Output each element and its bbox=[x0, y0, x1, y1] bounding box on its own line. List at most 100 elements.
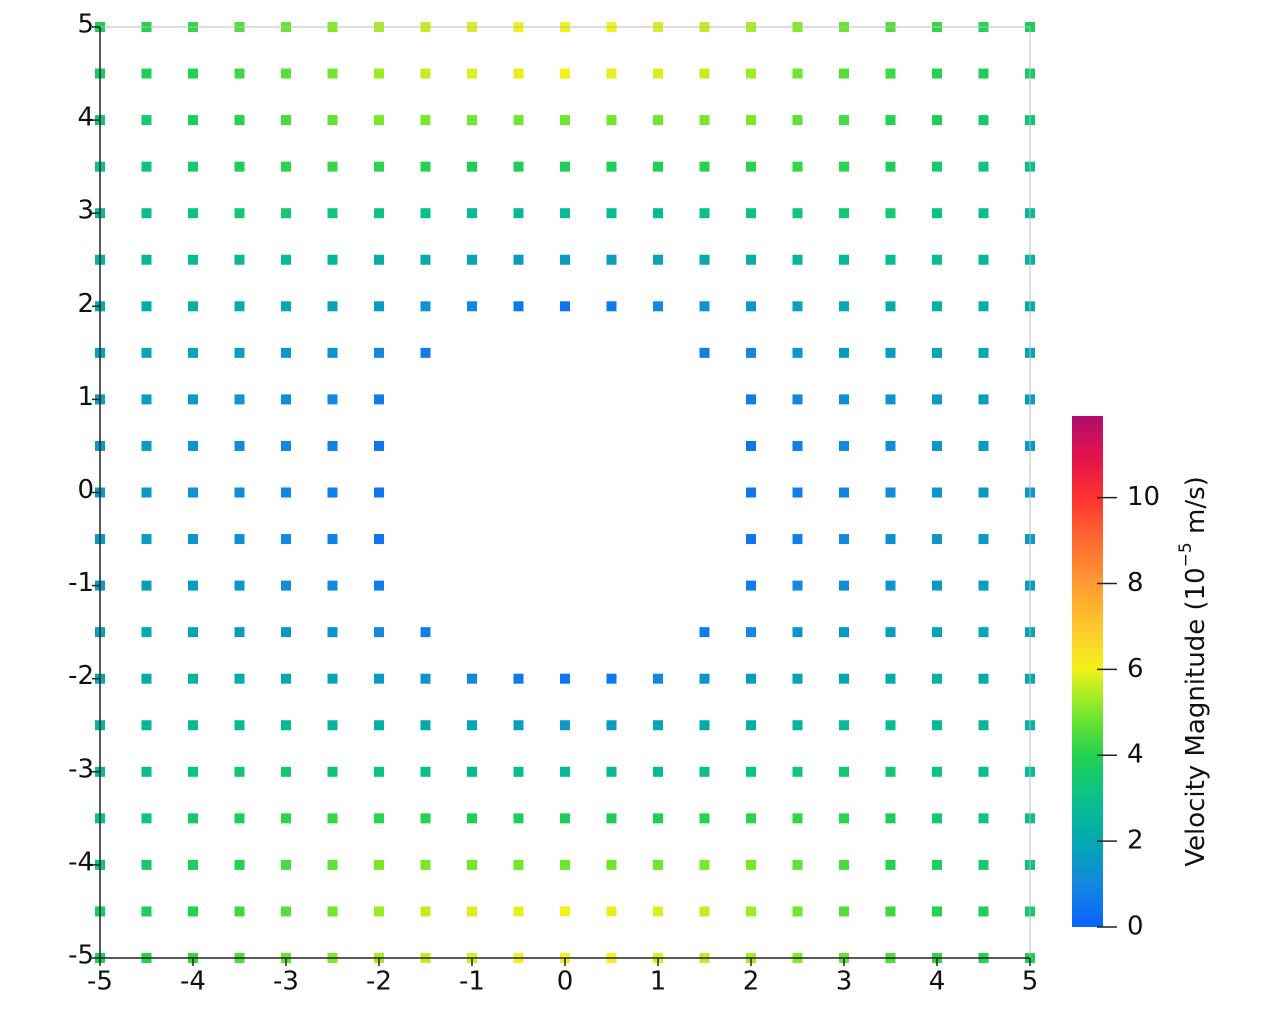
particle bbox=[281, 301, 291, 312]
particle bbox=[978, 208, 989, 219]
particle bbox=[932, 766, 942, 777]
particle bbox=[792, 487, 803, 498]
particle bbox=[885, 720, 896, 731]
particle bbox=[467, 68, 477, 79]
particle bbox=[839, 68, 849, 79]
particle bbox=[234, 859, 245, 870]
particle bbox=[978, 673, 989, 684]
particle bbox=[467, 766, 477, 777]
colorbar-label-part: m/s) bbox=[1181, 476, 1211, 542]
particle bbox=[932, 673, 942, 684]
particle bbox=[513, 301, 524, 312]
particle bbox=[141, 161, 152, 172]
particle bbox=[699, 720, 710, 731]
particle bbox=[327, 673, 338, 684]
particle bbox=[699, 906, 710, 917]
particle bbox=[978, 627, 989, 638]
particle bbox=[234, 115, 245, 126]
particle bbox=[188, 720, 198, 731]
particle bbox=[420, 813, 431, 824]
particle bbox=[792, 627, 803, 638]
particle bbox=[141, 720, 152, 731]
particle bbox=[188, 254, 198, 265]
particle bbox=[978, 813, 989, 824]
particle bbox=[839, 208, 849, 219]
particle bbox=[374, 720, 384, 731]
particle bbox=[839, 673, 849, 684]
colorbar-tick-label: 8 bbox=[1127, 568, 1144, 598]
particle bbox=[839, 906, 849, 917]
particle bbox=[420, 720, 431, 731]
particle bbox=[978, 487, 989, 498]
y-tick-label: 0 bbox=[77, 475, 94, 505]
particle bbox=[141, 580, 152, 591]
particle bbox=[839, 301, 849, 312]
particle bbox=[420, 208, 431, 219]
particle bbox=[932, 115, 942, 126]
particle bbox=[234, 68, 245, 79]
particle bbox=[746, 766, 756, 777]
particle bbox=[374, 208, 384, 219]
particle bbox=[281, 254, 291, 265]
particle bbox=[560, 161, 570, 172]
particle bbox=[234, 161, 245, 172]
particle bbox=[141, 115, 152, 126]
particle bbox=[653, 301, 663, 312]
particle bbox=[327, 627, 338, 638]
particle bbox=[699, 301, 710, 312]
particle bbox=[467, 673, 477, 684]
particle bbox=[792, 859, 803, 870]
particle bbox=[513, 161, 524, 172]
particle bbox=[327, 115, 338, 126]
particle bbox=[281, 766, 291, 777]
particle bbox=[327, 301, 338, 312]
particle bbox=[188, 627, 198, 638]
particle bbox=[606, 766, 617, 777]
particle bbox=[606, 813, 617, 824]
x-tick-label: 1 bbox=[650, 967, 667, 997]
particle bbox=[374, 534, 384, 545]
particle bbox=[792, 534, 803, 545]
particle bbox=[792, 115, 803, 126]
particle bbox=[560, 859, 570, 870]
particle bbox=[188, 161, 198, 172]
particle bbox=[746, 580, 756, 591]
particle bbox=[281, 68, 291, 79]
particle bbox=[513, 254, 524, 265]
particle bbox=[234, 440, 245, 451]
particle bbox=[234, 580, 245, 591]
particle bbox=[420, 68, 431, 79]
particle bbox=[281, 720, 291, 731]
particle bbox=[374, 906, 384, 917]
particle bbox=[653, 208, 663, 219]
particle bbox=[141, 859, 152, 870]
particle bbox=[746, 115, 756, 126]
particle bbox=[699, 208, 710, 219]
particle bbox=[188, 440, 198, 451]
particle bbox=[978, 720, 989, 731]
particle bbox=[792, 301, 803, 312]
particle bbox=[746, 534, 756, 545]
x-tick-label: -5 bbox=[87, 967, 113, 997]
particle bbox=[188, 906, 198, 917]
particle bbox=[141, 68, 152, 79]
particle bbox=[606, 208, 617, 219]
y-tick-label: 3 bbox=[77, 196, 94, 226]
particle bbox=[885, 534, 896, 545]
particle bbox=[932, 254, 942, 265]
particle bbox=[746, 161, 756, 172]
y-tick-label: -4 bbox=[68, 847, 94, 877]
particle bbox=[327, 440, 338, 451]
particle bbox=[374, 673, 384, 684]
particle bbox=[885, 394, 896, 405]
y-tick-label: -1 bbox=[68, 568, 94, 598]
particle bbox=[885, 673, 896, 684]
particle bbox=[746, 813, 756, 824]
particle bbox=[746, 394, 756, 405]
particle bbox=[327, 906, 338, 917]
particle bbox=[792, 720, 803, 731]
particle bbox=[281, 534, 291, 545]
particle bbox=[374, 766, 384, 777]
particle bbox=[746, 347, 756, 358]
particle bbox=[281, 580, 291, 591]
